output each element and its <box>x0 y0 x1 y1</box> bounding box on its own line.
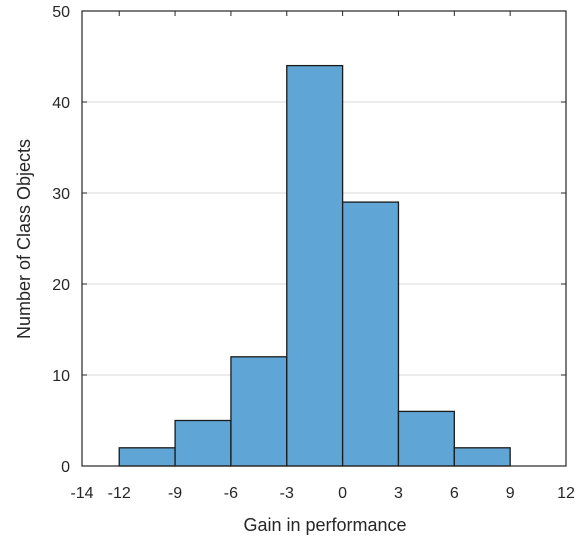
x-tick-label: 6 <box>450 485 459 502</box>
x-tick-label: -6 <box>224 485 238 502</box>
plot-area-frame <box>81 10 567 467</box>
x-tick-label: -3 <box>280 485 294 502</box>
x-tick-label: 0 <box>338 485 347 502</box>
y-axis-label: Number of Class Objects <box>14 139 34 339</box>
y-tick-label: 30 <box>52 186 70 203</box>
histogram-bar <box>118 447 176 467</box>
x-tick-label: -9 <box>168 485 182 502</box>
y-tick-label: 20 <box>52 277 70 294</box>
y-tick-label: 50 <box>52 4 70 21</box>
x-tick-label: -14 <box>70 485 93 502</box>
x-axis-label: Gain in performance <box>243 515 406 535</box>
x-tick-label: 9 <box>506 485 515 502</box>
y-tick-labels: 0 10 20 30 40 50 <box>52 4 70 476</box>
y-tick-label: 40 <box>52 95 70 112</box>
histogram-bar <box>174 419 232 467</box>
histogram-bar <box>230 356 288 467</box>
y-tick-label: 10 <box>52 368 70 385</box>
y-tick-label: 0 <box>61 459 70 476</box>
x-tick-labels: -14 -12 -9 -6 -3 0 3 6 9 12 <box>70 485 575 502</box>
histogram-bar <box>286 64 344 467</box>
histogram-bar <box>341 201 400 467</box>
x-tick-label: 12 <box>557 485 575 502</box>
histogram-bar <box>397 410 455 467</box>
histogram-bar <box>453 447 511 467</box>
x-tick-label: -12 <box>108 485 131 502</box>
histogram-bars <box>118 64 511 467</box>
x-tick-label: 3 <box>394 485 403 502</box>
axis-ticks <box>81 10 567 467</box>
